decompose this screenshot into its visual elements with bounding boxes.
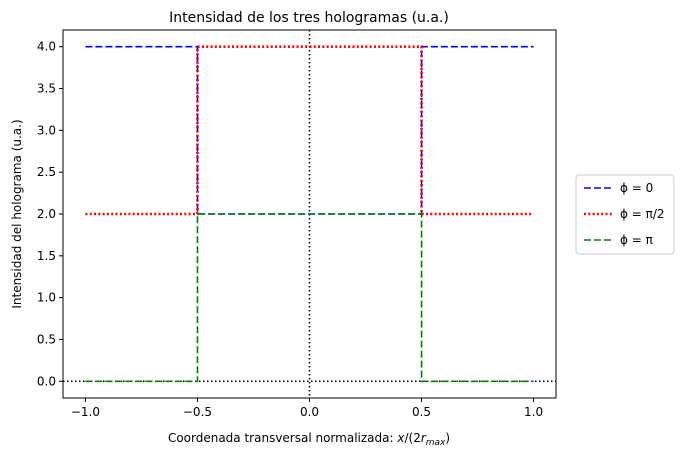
x-tick-label: −1.0 — [71, 405, 100, 419]
x-tick-label: −0.5 — [183, 405, 212, 419]
y-tick-label: 0.5 — [37, 332, 56, 346]
x-axis-label: Coordenada transversal normalizada: x/(2… — [168, 431, 450, 448]
legend-label-0: ϕ = 0 — [620, 181, 653, 195]
series-lines — [85, 45, 534, 383]
series-line-1 — [85, 45, 534, 216]
series-line-2 — [85, 213, 534, 383]
x-tick-label: 1.0 — [524, 405, 543, 419]
y-axis-label: Intensidad del holograma (u.a.) — [10, 119, 24, 308]
x-axis-label-close: ) — [445, 431, 450, 445]
y-tick-label: 3.5 — [37, 82, 56, 96]
legend: ϕ = 0 ϕ = π/2 ϕ = π — [575, 174, 675, 255]
legend-frame — [575, 174, 675, 255]
y-tick-label: 1.5 — [37, 249, 56, 263]
y-tick-label: 0.0 — [37, 374, 56, 388]
legend-label-2: ϕ = π — [620, 233, 653, 247]
y-axis-ticks: 0.0 0.5 1.0 1.5 2.0 2.5 3.0 3.5 4.0 — [37, 40, 63, 388]
x-axis-label-r: r — [421, 431, 427, 445]
y-tick-label: 2.0 — [37, 207, 56, 221]
x-axis-label-sub: max — [426, 438, 446, 448]
y-tick-label: 4.0 — [37, 40, 56, 54]
y-tick-label: 3.0 — [37, 123, 56, 137]
x-axis-ticks: −1.0 −0.5 0.0 0.5 1.0 — [71, 398, 543, 419]
y-tick-label: 2.5 — [37, 165, 56, 179]
x-axis-label-var: x — [396, 431, 405, 445]
legend-label-1: ϕ = π/2 — [620, 207, 665, 221]
plot-area — [62, 29, 557, 399]
y-tick-label: 1.0 — [37, 291, 56, 305]
x-tick-label: 0.5 — [412, 405, 431, 419]
chart-title: Intensidad de los tres hologramas (u.a.) — [169, 10, 449, 26]
x-tick-label: 0.0 — [300, 405, 319, 419]
